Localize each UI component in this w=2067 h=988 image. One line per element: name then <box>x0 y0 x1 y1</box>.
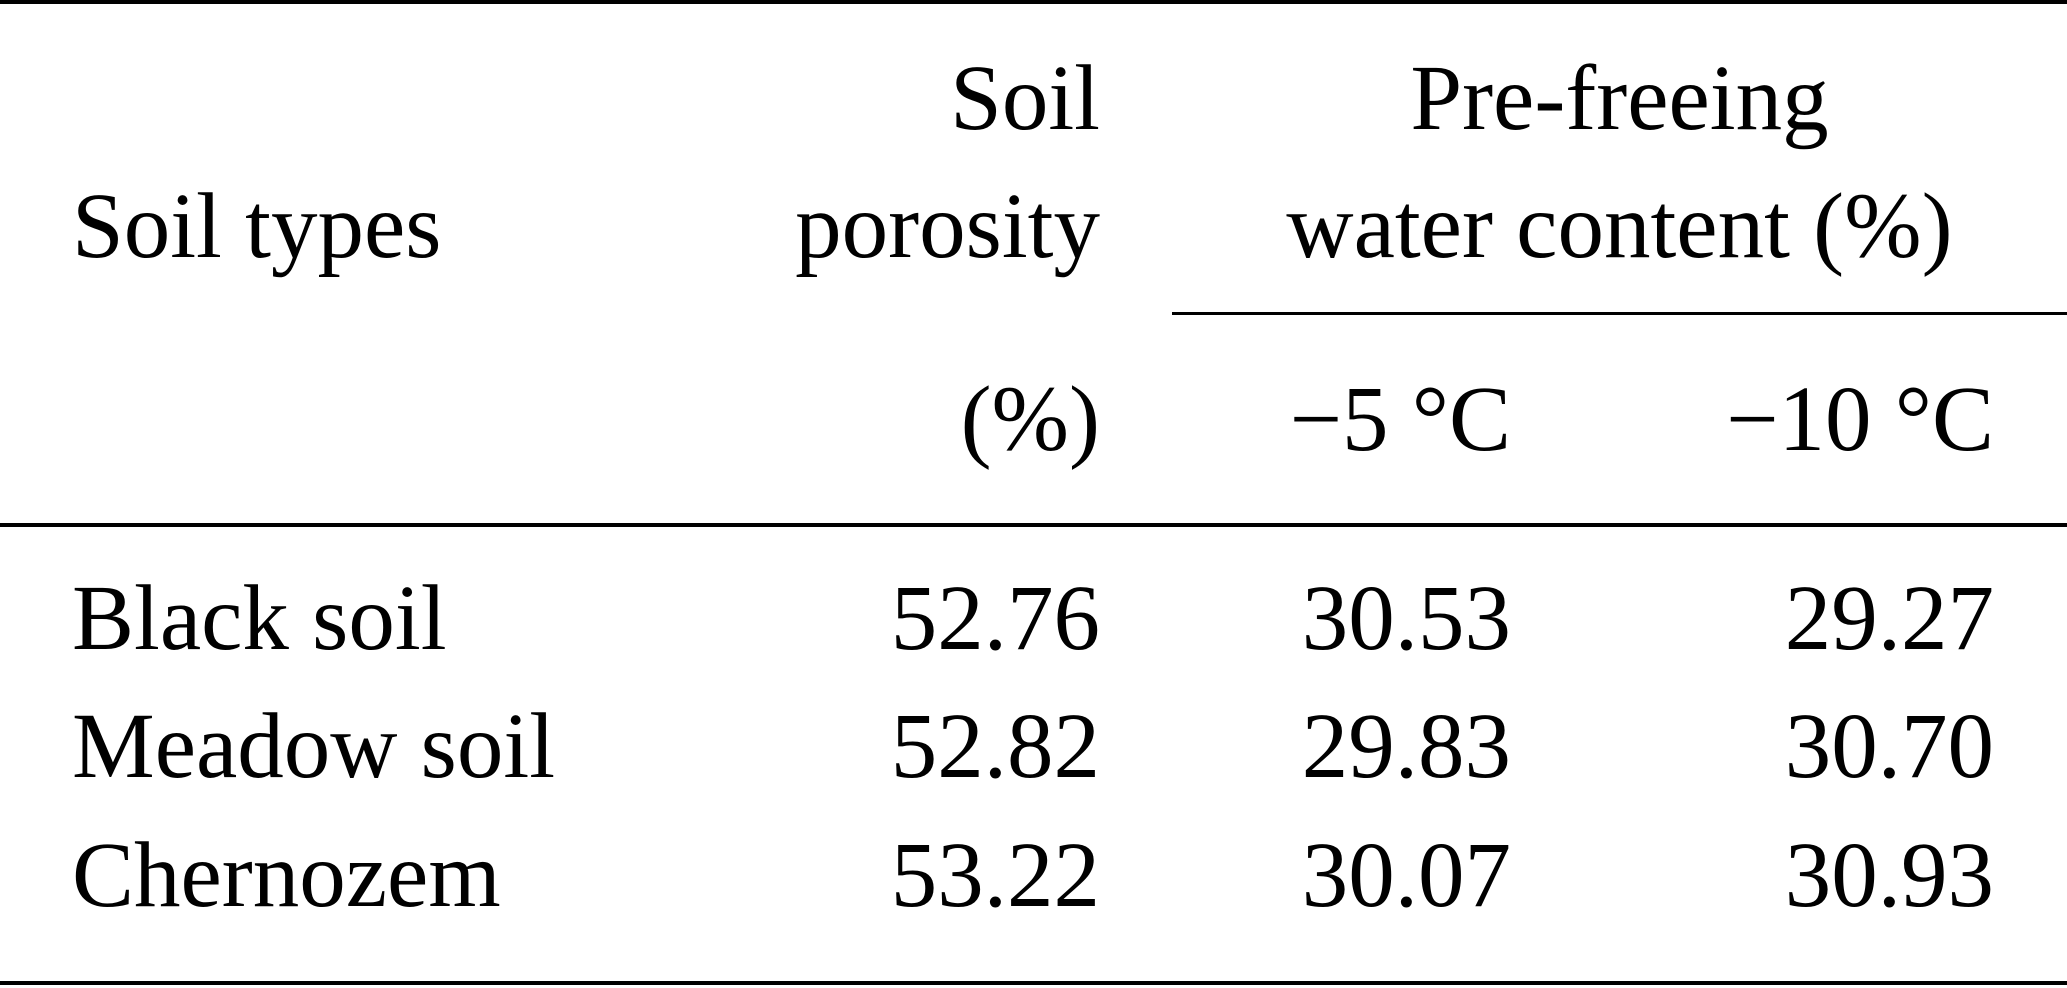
top-rule <box>0 0 2067 4</box>
header-rule <box>0 523 2067 527</box>
subheader-rule <box>1172 312 2067 315</box>
row-soil-type: Meadow soil <box>72 695 556 798</box>
row-porosity: 52.76 <box>890 567 1100 670</box>
header-water-line1: Pre-freeing <box>1410 47 1829 150</box>
row-water-minus5: 30.53 <box>1301 567 1511 670</box>
row-water-minus5: 29.83 <box>1301 695 1511 798</box>
header-temp-minus10: −10 °C <box>1726 368 1994 471</box>
header-soil-types: Soil types <box>72 175 442 278</box>
header-porosity-line1: Soil <box>950 47 1100 150</box>
header-porosity-line2: porosity <box>795 175 1100 278</box>
bottom-rule <box>0 981 2067 985</box>
row-water-minus10: 30.70 <box>1784 695 1994 798</box>
row-porosity: 53.22 <box>890 824 1100 927</box>
row-water-minus10: 29.27 <box>1784 567 1994 670</box>
header-porosity-unit: (%) <box>960 368 1100 471</box>
row-soil-type: Chernozem <box>72 824 501 927</box>
row-water-minus10: 30.93 <box>1784 824 1994 927</box>
row-porosity: 52.82 <box>890 695 1100 798</box>
header-temp-minus5: −5 °C <box>1289 368 1511 471</box>
row-water-minus5: 30.07 <box>1301 824 1511 927</box>
header-water-line2: water content (%) <box>1286 175 1953 278</box>
row-soil-type: Black soil <box>72 567 447 670</box>
